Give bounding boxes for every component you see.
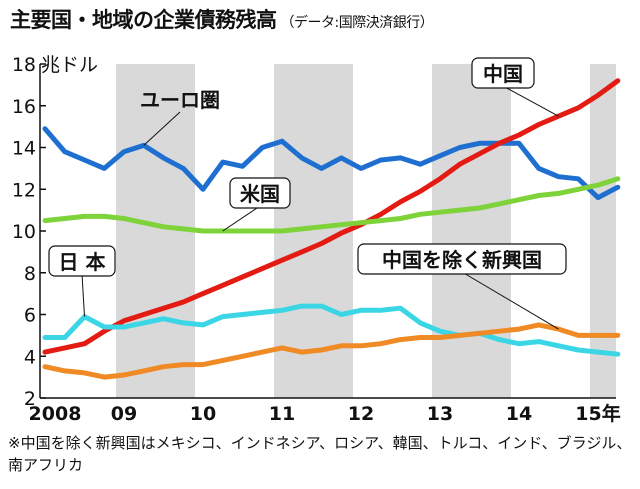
callout-leader (461, 271, 559, 330)
callout-label: 中国 (483, 62, 523, 86)
year-band (590, 64, 616, 398)
year-bands (116, 64, 616, 398)
callout-label: 日 本 (59, 250, 106, 274)
x-tick-label: 15年 (575, 402, 620, 425)
callout-box (471, 57, 535, 89)
y-tick-label: 14 (12, 138, 36, 160)
callout-leader (222, 205, 261, 232)
y-tick-label: 8 (24, 263, 36, 285)
x-tick-label: 13 (427, 403, 453, 425)
chart-source: （データ:国際決済銀行） (280, 15, 434, 31)
x-tick-label: 14 (506, 403, 532, 425)
callout-label: 米国 (240, 182, 280, 206)
chart-title: 主要国・地域の企業債務残高 （データ:国際決済銀行） (10, 4, 434, 34)
y-unit-label: 兆ドル (41, 54, 98, 76)
series-line (42, 126, 621, 201)
axes: 2 4 6 8 10 12 14 16 18 兆ドル 2008 09 10 11 12 13 14 15年 (12, 54, 621, 425)
callout-leader (502, 85, 559, 117)
callout-box (357, 243, 567, 275)
series-line (42, 322, 621, 380)
chart-title-text: 主要国・地域の企業債務残高 (10, 8, 277, 32)
y-tick-label: 18 (12, 54, 36, 76)
y-tick-label: 12 (12, 179, 36, 201)
y-tick-label: 2 (24, 388, 36, 410)
y-tick-label: 6 (24, 305, 36, 327)
series-line (42, 303, 621, 357)
y-tick-label: 16 (12, 96, 36, 118)
y-tick-label: 4 (24, 346, 36, 368)
x-tick-label: 10 (190, 403, 216, 425)
callout-leaders (81, 85, 559, 330)
footnote: ※中国を除く新興国はメキシコ、インドネシア、ロシア、韓国、トルコ、インド、ブラジ… (8, 434, 632, 474)
series-line (42, 78, 621, 355)
callout-box (229, 177, 291, 209)
year-band (432, 64, 511, 398)
x-tick-label: 11 (269, 403, 295, 425)
callout-box (48, 245, 116, 277)
series-line (42, 176, 621, 234)
x-tick-label: 2008 (29, 403, 82, 425)
x-tick-label: 12 (348, 403, 374, 425)
callout-leader (81, 273, 85, 317)
series-lines (42, 78, 621, 380)
x-tick-label: 09 (111, 403, 137, 425)
callout-leader (143, 111, 181, 146)
callout-label: ユーロ圏 (140, 88, 220, 112)
y-tick-label: 10 (12, 221, 36, 243)
callout-label: 中国を除く新興国 (382, 248, 542, 272)
